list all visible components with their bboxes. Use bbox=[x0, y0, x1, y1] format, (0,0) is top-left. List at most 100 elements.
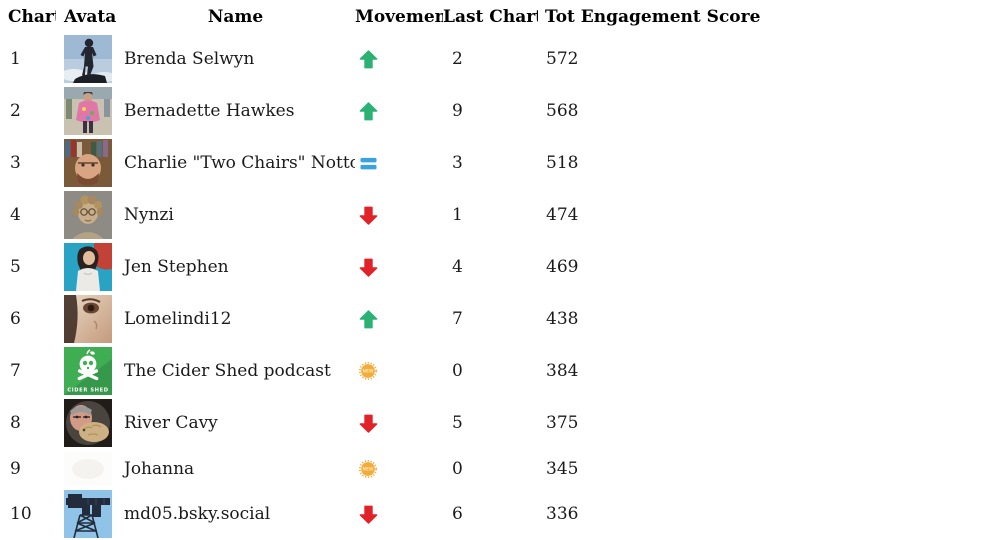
avatar-image-statue-silhouette bbox=[64, 35, 112, 83]
member-name: Jen Stephen bbox=[124, 257, 229, 277]
chart-position: 4 bbox=[10, 205, 21, 225]
avatar-image-colorful-person bbox=[64, 87, 112, 135]
avatar-cell bbox=[56, 488, 116, 540]
engagement-score: 384 bbox=[546, 361, 579, 381]
member-name: The Cider Shed podcast bbox=[124, 361, 331, 381]
down-arrow-icon bbox=[359, 206, 378, 225]
movement-cell bbox=[355, 85, 443, 137]
chart-position: 8 bbox=[10, 413, 21, 433]
chart-position: 1 bbox=[10, 49, 21, 69]
engagement-score: 518 bbox=[546, 153, 579, 173]
new-entry-badge-icon: NEW bbox=[358, 459, 378, 478]
avatar-image-man-with-guinea-pig bbox=[64, 399, 112, 447]
up-arrow-icon bbox=[359, 309, 378, 328]
avatar-image-dark-haired-woman bbox=[64, 243, 112, 291]
avatar-cell bbox=[56, 137, 116, 189]
movement-cell bbox=[355, 137, 443, 189]
avatar-cell bbox=[56, 85, 116, 137]
avatar-image-blank bbox=[64, 451, 112, 486]
avatar-image-statue-bust bbox=[64, 191, 112, 239]
table-row: 10 md bbox=[0, 488, 760, 540]
movement-cell: NEW bbox=[355, 345, 443, 397]
engagement-score: 572 bbox=[546, 49, 579, 69]
avatar-cell bbox=[56, 189, 116, 241]
movement-cell bbox=[355, 241, 443, 293]
new-entry-badge-icon: NEW bbox=[358, 361, 378, 381]
avatar-cell bbox=[56, 33, 116, 85]
chart-position: 2 bbox=[10, 101, 21, 121]
column-header-movement: Movement bbox=[355, 6, 443, 27]
svg-text:NEW: NEW bbox=[363, 466, 374, 471]
last-chart-value: 3 bbox=[452, 153, 463, 173]
last-chart-value: 6 bbox=[452, 504, 463, 524]
engagement-chart-table: Chart Avatar Name Movement Last Chart To… bbox=[0, 0, 760, 540]
chart-position: 9 bbox=[10, 458, 21, 479]
avatar-image-cider-shed-logo: CIDER SHED bbox=[64, 347, 112, 395]
down-arrow-icon bbox=[359, 414, 378, 433]
engagement-score: 336 bbox=[546, 504, 579, 524]
movement-cell bbox=[355, 33, 443, 85]
avatar-image-bearded-man bbox=[64, 139, 112, 187]
last-chart-value: 5 bbox=[452, 413, 463, 433]
table-row: 2 Bernadette Hawkes 9 568 bbox=[0, 85, 760, 137]
member-name: Brenda Selwyn bbox=[124, 49, 255, 69]
member-name: md05.bsky.social bbox=[124, 504, 271, 524]
last-chart-value: 2 bbox=[452, 49, 463, 69]
member-name: Charlie "Two Chairs" Notton bbox=[124, 153, 355, 173]
up-arrow-icon bbox=[359, 49, 378, 68]
up-arrow-icon bbox=[359, 101, 378, 120]
member-name: Nynzi bbox=[124, 205, 174, 225]
engagement-score: 474 bbox=[546, 205, 579, 225]
engagement-score: 469 bbox=[546, 257, 579, 277]
table-row: 7 CIDER SHED The Cider Shed podcast bbox=[0, 345, 760, 397]
engagement-score: 345 bbox=[546, 458, 579, 479]
equals-sign-icon bbox=[360, 157, 377, 169]
avatar-cell bbox=[56, 241, 116, 293]
header-row: Chart Avatar Name Movement Last Chart To… bbox=[0, 0, 760, 33]
last-chart-value: 7 bbox=[452, 309, 463, 329]
movement-cell bbox=[355, 189, 443, 241]
table-row: 5 Jen Stephen 4 469 bbox=[0, 241, 760, 293]
chart-position: 10 bbox=[10, 504, 32, 524]
avatar-image-sepia-face-closeup bbox=[64, 295, 112, 343]
movement-cell bbox=[355, 397, 443, 449]
avatar-cell bbox=[56, 449, 116, 488]
chart-position: 5 bbox=[10, 257, 21, 277]
column-header-last-chart: Last Chart bbox=[443, 6, 538, 27]
table-row: 1 Brenda Selwyn 2 572 bbox=[0, 33, 760, 85]
svg-text:NEW: NEW bbox=[363, 369, 374, 374]
engagement-score: 375 bbox=[546, 413, 579, 433]
movement-cell bbox=[355, 293, 443, 345]
table-row: 8 River Cavy 5 bbox=[0, 397, 760, 449]
table-row: 3 Charlie "Two Chairs" Notton bbox=[0, 137, 760, 189]
chart-position: 7 bbox=[10, 361, 21, 381]
last-chart-value: 0 bbox=[452, 458, 463, 479]
column-header-score: Tot Engagement Score bbox=[545, 6, 760, 27]
last-chart-value: 9 bbox=[452, 101, 463, 121]
movement-cell bbox=[355, 488, 443, 540]
movement-cell: NEW bbox=[355, 449, 443, 488]
engagement-score: 568 bbox=[546, 101, 579, 121]
column-header-avatar: Avatar bbox=[64, 6, 116, 27]
avatar-image-crane bbox=[64, 490, 112, 538]
down-arrow-icon bbox=[359, 505, 378, 524]
column-header-chart: Chart bbox=[8, 6, 56, 27]
leaderboard-table: Chart Avatar Name Movement Last Chart To… bbox=[0, 0, 760, 540]
last-chart-value: 4 bbox=[452, 257, 463, 277]
avatar-cell bbox=[56, 293, 116, 345]
member-name: Johanna bbox=[124, 458, 195, 479]
cider-shed-logo-text: CIDER SHED bbox=[67, 388, 108, 394]
column-header-name: Name bbox=[207, 6, 264, 27]
table-row: 6 Lomelindi12 bbox=[0, 293, 760, 345]
table-row: 4 Nynzi 1 bbox=[0, 189, 760, 241]
avatar-cell bbox=[56, 397, 116, 449]
member-name: Lomelindi12 bbox=[124, 309, 232, 329]
down-arrow-icon bbox=[359, 258, 378, 277]
table-row: 9 Johanna NEW 0 345 bbox=[0, 449, 760, 488]
chart-position: 6 bbox=[10, 309, 21, 329]
chart-position: 3 bbox=[10, 153, 21, 173]
engagement-score: 438 bbox=[546, 309, 579, 329]
member-name: River Cavy bbox=[124, 413, 218, 433]
member-name: Bernadette Hawkes bbox=[124, 101, 295, 121]
last-chart-value: 1 bbox=[452, 205, 463, 225]
